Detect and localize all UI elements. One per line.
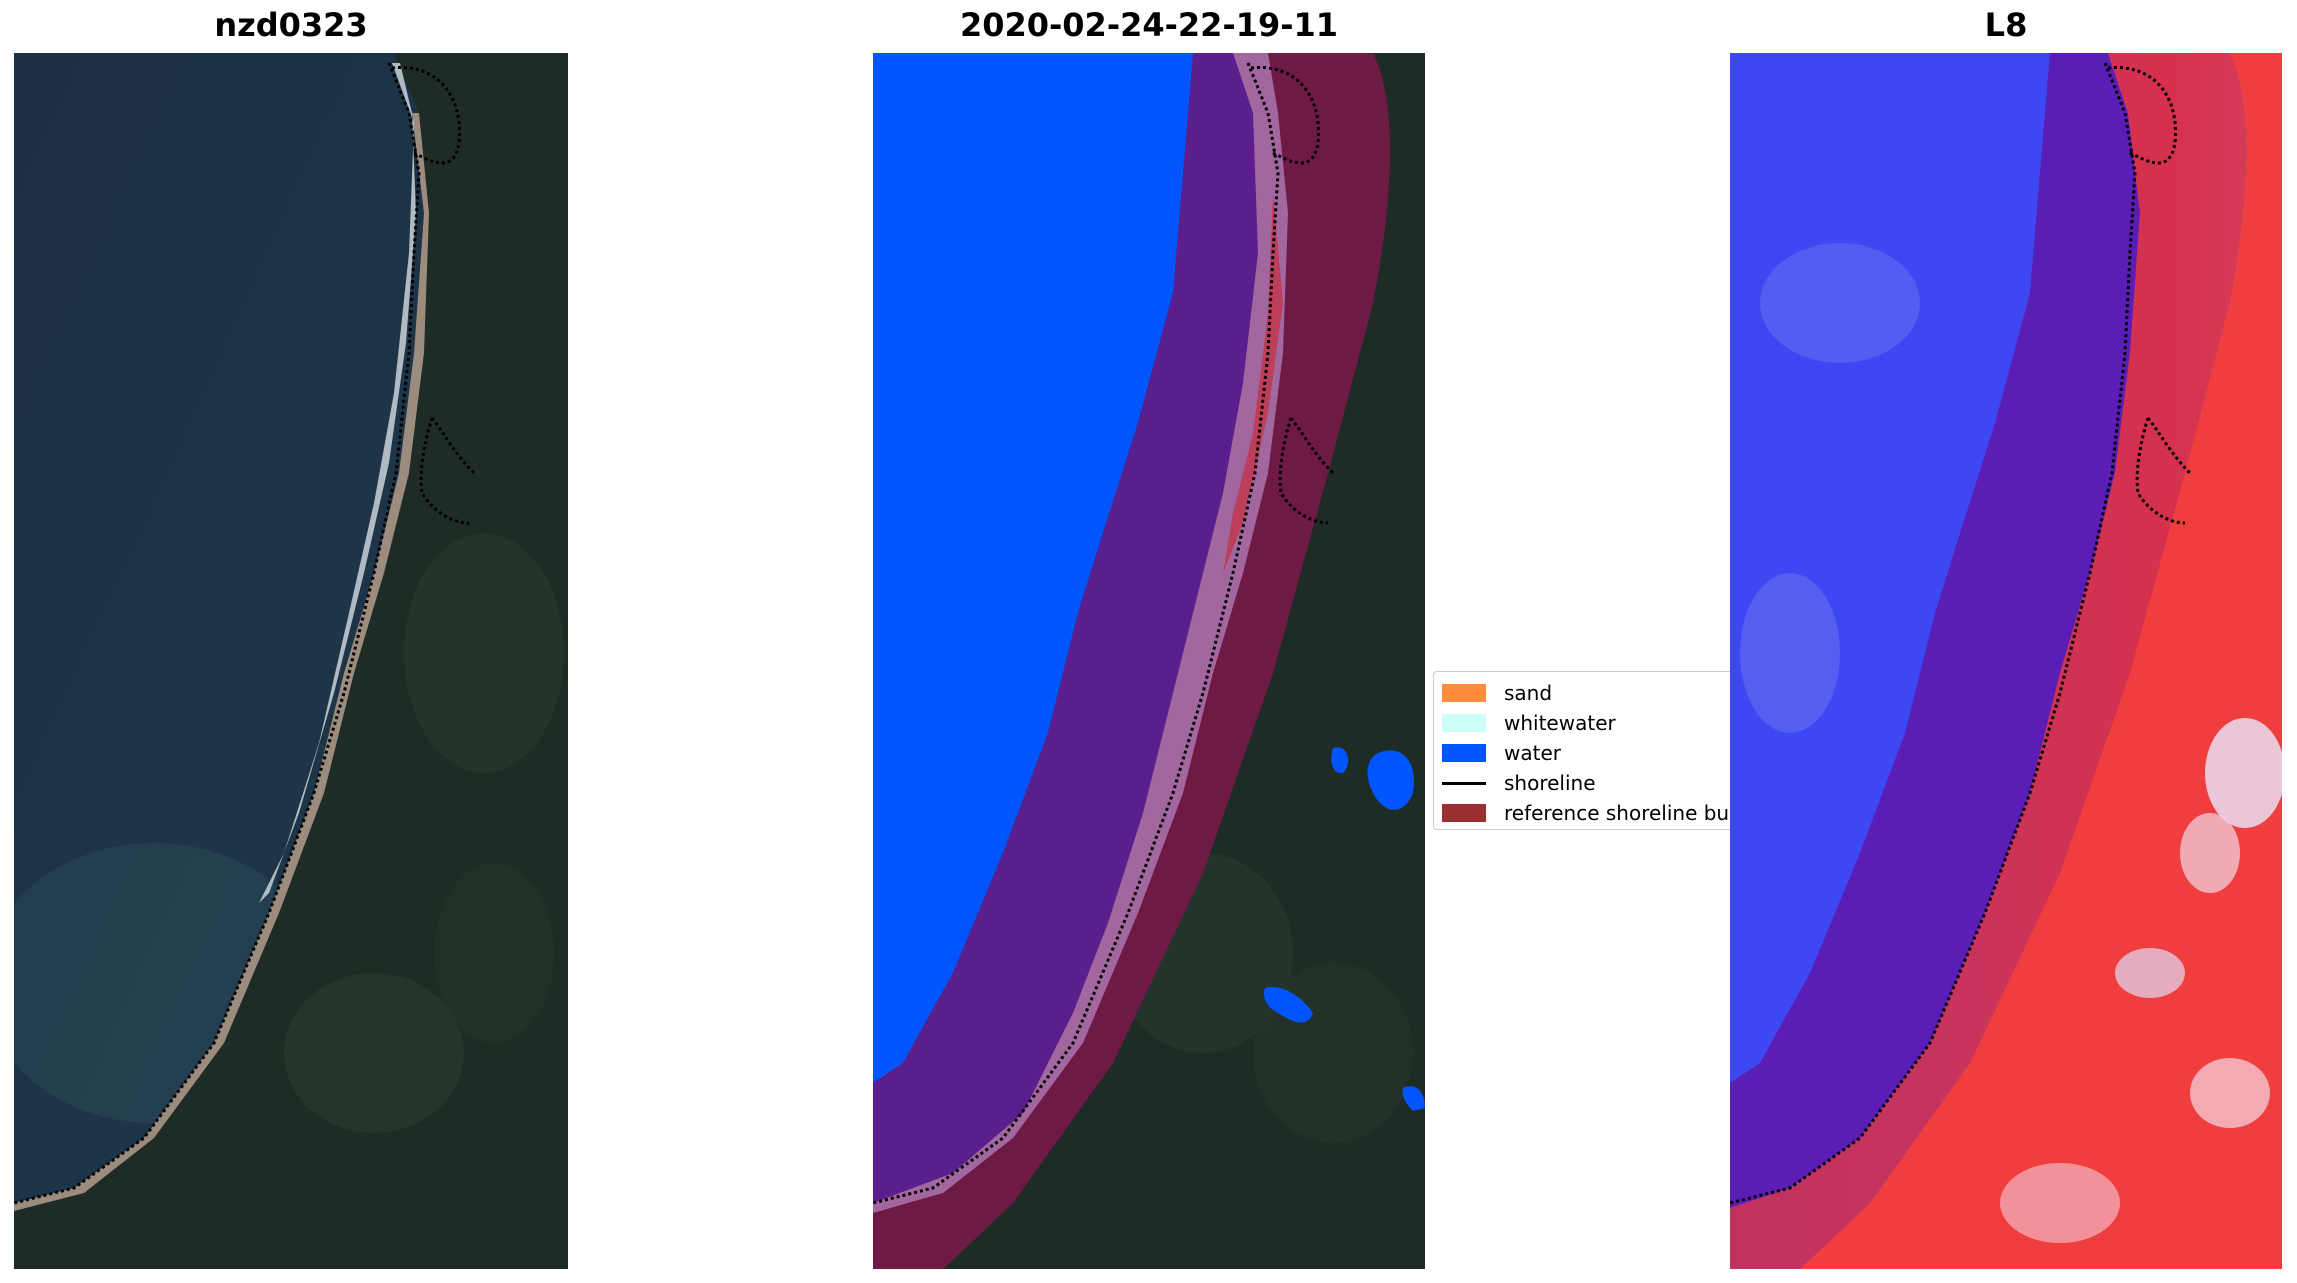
shoreline <box>1730 62 2137 1205</box>
rgb-image <box>14 53 568 1269</box>
legend-item-whitewater: whitewater <box>1442 710 1616 736</box>
legend-label: whitewater <box>1504 711 1616 735</box>
legend: sand whitewater water shoreline referenc… <box>1433 671 1743 830</box>
index-image-panel <box>1730 53 2282 1269</box>
panel-title-rgb: nzd0323 <box>214 6 368 44</box>
shoreline-line-swatch <box>1442 781 1486 785</box>
buffer-land-overlay <box>1730 53 2247 1269</box>
sand-swatch <box>1442 684 1486 702</box>
buffer-land-overlay <box>873 53 1390 1269</box>
index-image <box>1730 53 2282 1269</box>
legend-label: shoreline <box>1504 771 1596 795</box>
legend-item-shoreline: shoreline <box>1442 770 1596 796</box>
buffer-water-overlay <box>1730 53 2140 1208</box>
shoreline <box>873 62 1280 1205</box>
classified-image <box>873 53 1425 1269</box>
legend-item-water: water <box>1442 740 1561 766</box>
legend-label: reference shoreline bu <box>1504 801 1730 825</box>
reference-buffer-swatch <box>1442 804 1486 822</box>
sand-buffer-overlay <box>873 53 1288 1213</box>
legend-item-reference-buffer: reference shoreline bu <box>1442 800 1729 826</box>
panel-title-index: L8 <box>1984 6 2028 44</box>
water-class-area <box>873 53 1198 1083</box>
legend-label: sand <box>1504 681 1553 705</box>
legend-item-sand: sand <box>1442 680 1552 706</box>
land-area <box>14 53 568 1269</box>
shoreline <box>14 62 421 1205</box>
water-swatch <box>1442 744 1486 762</box>
classified-image-panel <box>873 53 1425 1269</box>
whitewater-swatch <box>1442 714 1486 732</box>
rgb-image-panel <box>14 53 568 1269</box>
panel-title-classified: 2020-02-24-22-19-11 <box>959 6 1339 44</box>
legend-label: water <box>1504 741 1561 765</box>
